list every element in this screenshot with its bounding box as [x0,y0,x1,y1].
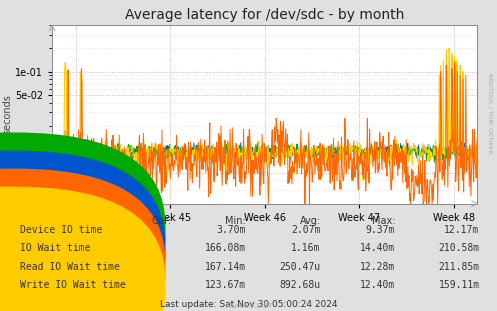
Text: Last update: Sat Nov 30 05:00:24 2024: Last update: Sat Nov 30 05:00:24 2024 [160,300,337,309]
Text: Write IO Wait time: Write IO Wait time [20,280,126,290]
Text: 892.68u: 892.68u [279,280,321,290]
Text: RRDTOOL / TOBI OETIKER: RRDTOOL / TOBI OETIKER [487,73,492,154]
Text: 12.40m: 12.40m [360,280,395,290]
Y-axis label: seconds: seconds [2,94,12,134]
Text: 211.85m: 211.85m [438,262,480,272]
Text: 167.14m: 167.14m [205,262,246,272]
Text: Cur:: Cur: [152,216,171,226]
Text: 250.47u: 250.47u [279,262,321,272]
Text: 2.07m: 2.07m [291,225,321,235]
Text: 12.28m: 12.28m [360,262,395,272]
Text: Munin 2.0.57: Munin 2.0.57 [226,303,271,309]
Text: Max:: Max: [372,216,395,226]
Text: 9.37m: 9.37m [366,225,395,235]
Text: Read IO Wait time: Read IO Wait time [20,262,120,272]
Text: 14.40m: 14.40m [360,244,395,253]
Text: 1.16m: 1.16m [291,244,321,253]
Text: 12.17m: 12.17m [444,225,480,235]
Text: Min:: Min: [225,216,246,226]
Title: Average latency for /dev/sdc - by month: Average latency for /dev/sdc - by month [125,8,405,22]
Text: 210.58m: 210.58m [438,244,480,253]
Text: 3.70m: 3.70m [217,225,246,235]
Text: Avg:: Avg: [299,216,321,226]
Text: Device IO time: Device IO time [20,225,102,235]
Text: IO Wait time: IO Wait time [20,244,90,253]
Text: 166.08m: 166.08m [205,244,246,253]
Text: 123.67m: 123.67m [205,280,246,290]
Text: 159.11m: 159.11m [438,280,480,290]
